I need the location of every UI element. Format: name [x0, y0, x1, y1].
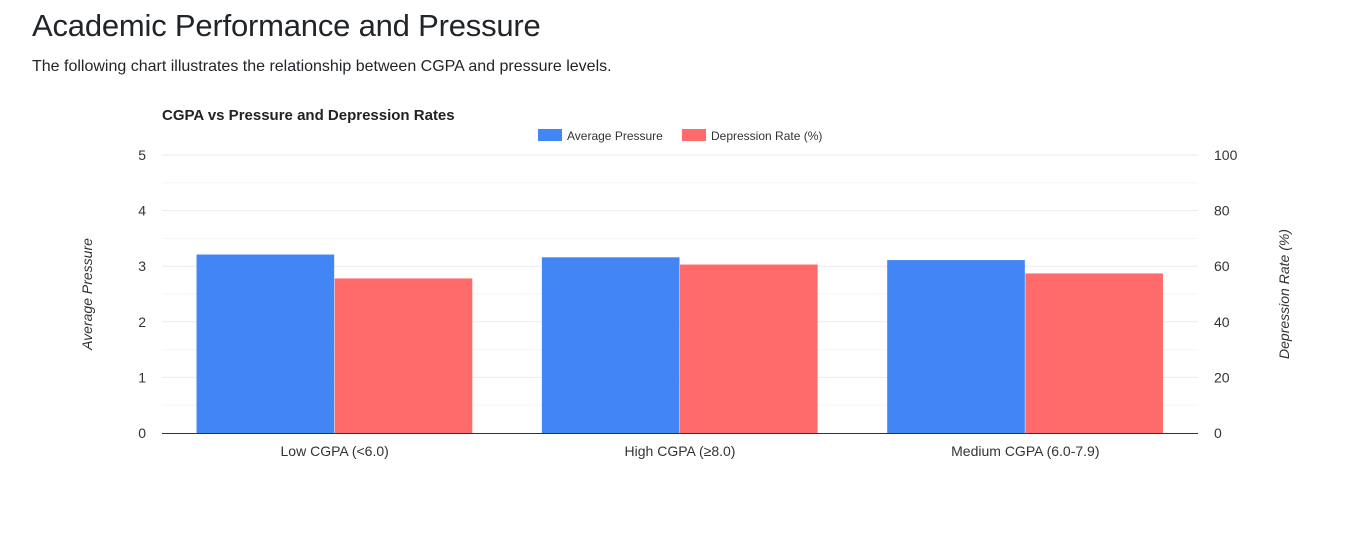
left-axis-ticks: 0 1 2 3 4 5 — [138, 147, 146, 441]
left-tick-label: 2 — [138, 314, 146, 330]
chart-title: CGPA vs Pressure and Depression Rates — [162, 107, 455, 124]
right-tick-label: 20 — [1214, 369, 1230, 385]
right-tick-label: 80 — [1214, 203, 1230, 219]
left-tick-label: 3 — [138, 258, 146, 274]
page-subtitle: The following chart illustrates the rela… — [32, 58, 612, 75]
page-title: Academic Performance and Pressure — [32, 8, 541, 43]
right-tick-label: 0 — [1214, 425, 1222, 441]
right-tick-label: 60 — [1214, 258, 1230, 274]
category-label: Medium CGPA (6.0-7.9) — [951, 443, 1099, 459]
legend-label: Average Pressure — [567, 129, 663, 143]
right-tick-label: 40 — [1214, 314, 1230, 330]
category-label: Low CGPA (<6.0) — [281, 443, 389, 459]
bars — [196, 254, 1163, 433]
left-tick-label: 0 — [138, 425, 146, 441]
right-axis-ticks: 0 20 40 60 80 100 — [1214, 147, 1238, 441]
average-pressure-bar — [196, 254, 335, 433]
depression-rate-bar — [680, 264, 818, 433]
depression-rate-bar — [1025, 273, 1163, 433]
average-pressure-bar — [887, 260, 1025, 433]
legend: Average Pressure Depression Rate (%) — [538, 129, 822, 143]
legend-label: Depression Rate (%) — [711, 129, 822, 143]
x-axis-ticks: Low CGPA (<6.0) High CGPA (≥8.0) Medium CG… — [281, 443, 1100, 459]
right-tick-label: 100 — [1214, 147, 1238, 163]
left-tick-label: 4 — [138, 203, 146, 219]
left-tick-label: 5 — [138, 147, 146, 163]
left-axis-label: Average Pressure — [79, 238, 95, 351]
depression-rate-bar — [334, 278, 473, 433]
right-axis-label: Depression Rate (%) — [1276, 229, 1292, 359]
left-tick-label: 1 — [138, 369, 146, 385]
legend-swatch — [682, 129, 706, 141]
average-pressure-bar — [541, 257, 680, 433]
legend-swatch — [538, 129, 562, 141]
category-label: High CGPA (≥8.0) — [625, 443, 736, 459]
